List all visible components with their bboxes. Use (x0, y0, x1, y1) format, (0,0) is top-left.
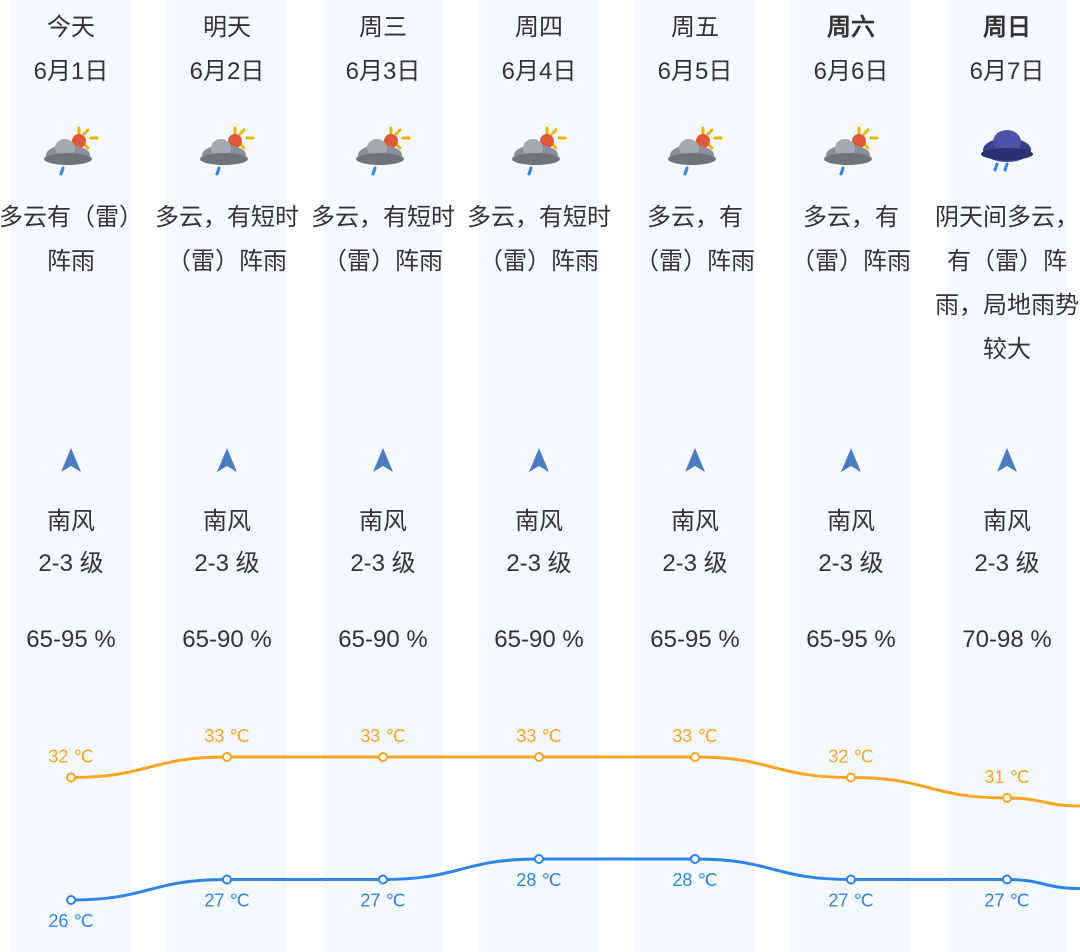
date-label: 6月3日 (345, 58, 421, 85)
low-temp-point (378, 874, 388, 885)
date-label: 6月2日 (189, 58, 265, 85)
wind-direction-arrow-icon (523, 444, 555, 476)
weather-description: 多云，有短时（雷）阵雨 (311, 204, 455, 275)
wind-direction: 南风 (983, 508, 1031, 535)
weather-description: 多云，有（雷）阵雨 (791, 204, 911, 275)
weather-description: 多云，有短时（雷）阵雨 (467, 204, 611, 275)
low-temp-label: 27 ℃ (828, 891, 873, 911)
high-temp-label: 33 ℃ (204, 726, 249, 746)
wind-direction-arrow-icon (679, 444, 711, 476)
day-column: 周四 6月4日多云，有短时（雷）阵雨南风 2-3 级 65-90 % (461, 0, 617, 952)
low-temp-point (690, 854, 700, 864)
temperature-chart: 32 ℃ 33 ℃ 33 ℃ 33 ℃ 33 ℃ 32 ℃ 31 ℃ 26 ℃ 27 ℃ 27 ℃… (48, 726, 1080, 931)
day-column: 今天 6月1日多云有（雷）阵雨南风 2-3 级 65-95 % (0, 0, 149, 952)
overcast-rain-icon (977, 124, 1037, 184)
weekday-label: 周六 (827, 14, 875, 41)
low-temp-label: 27 ℃ (984, 891, 1029, 911)
high-temp-point (690, 752, 700, 762)
wind-level: 2-3 级 (38, 550, 104, 577)
cloudy-sun-rain-icon (665, 124, 725, 184)
high-temp-point (378, 752, 388, 762)
cloudy-sun-rain-icon (41, 124, 101, 184)
cloudy-sun-rain-icon (353, 124, 413, 184)
wind-direction: 南风 (47, 508, 95, 535)
wind-level: 2-3 级 (662, 550, 728, 577)
wind-direction-arrow-icon (211, 444, 243, 476)
day-column: 周三 6月3日多云，有短时（雷）阵雨南风 2-3 级 65-90 % (305, 0, 461, 952)
wind-direction-arrow-icon (367, 444, 399, 476)
humidity-range: 65-95 % (650, 626, 740, 653)
low-temp-point (222, 874, 232, 885)
humidity-range: 65-95 % (26, 626, 116, 653)
wind-level: 2-3 级 (194, 550, 260, 577)
cloudy-sun-rain-icon (197, 124, 257, 184)
high-temp-line (70, 755, 1080, 808)
high-temp-point (222, 752, 232, 762)
high-temp-point (66, 772, 76, 783)
date-label: 6月4日 (501, 58, 577, 85)
weather-description: 多云，有短时（雷）阵雨 (155, 204, 299, 275)
wind-level: 2-3 级 (818, 550, 884, 577)
wind-level: 2-3 级 (974, 550, 1040, 577)
wind-direction: 南风 (515, 508, 563, 535)
low-temp-point (66, 895, 76, 905)
high-temp-point (534, 752, 544, 762)
humidity-range: 70-98 % (962, 626, 1052, 653)
weather-description: 多云，有（雷）阵雨 (635, 204, 755, 275)
cloudy-sun-rain-icon (821, 124, 881, 184)
low-temp-label: 27 ℃ (204, 891, 249, 911)
high-temp-label: 32 ℃ (828, 747, 873, 767)
weekday-label: 周四 (515, 14, 563, 41)
high-temp-label: 32 ℃ (48, 747, 93, 767)
low-temp-point (534, 854, 544, 864)
day-column: 周六 6月6日多云，有（雷）阵雨南风 2-3 级 65-95 % (773, 0, 929, 952)
humidity-range: 65-90 % (338, 626, 428, 653)
date-label: 6月1日 (33, 58, 109, 85)
day-column: 周五 6月5日多云，有（雷）阵雨南风 2-3 级 65-95 % (617, 0, 773, 952)
high-temp-label: 31 ℃ (984, 767, 1029, 787)
high-temp-label: 33 ℃ (360, 726, 405, 746)
weekday-label: 周日 (983, 14, 1031, 41)
day-column: 周日 6月7日阴天间多云，有（雷）阵雨，局地雨势较大南风 2-3 级 70-98 % (929, 0, 1080, 952)
low-temp-label: 26 ℃ (48, 911, 93, 931)
high-temp-label: 33 ℃ (672, 726, 717, 746)
day-column: 明天 6月2日多云，有短时（雷）阵雨南风 2-3 级 65-90 % (149, 0, 305, 952)
date-label: 6月5日 (657, 58, 733, 85)
wind-direction: 南风 (359, 508, 407, 535)
wind-direction: 南风 (827, 508, 875, 535)
wind-direction-arrow-icon (835, 444, 867, 476)
low-temp-line (70, 857, 1080, 902)
weekday-label: 今天 (47, 14, 95, 41)
date-label: 6月6日 (813, 58, 889, 85)
weekday-label: 周三 (359, 14, 407, 41)
wind-direction: 南风 (203, 508, 251, 535)
wind-level: 2-3 级 (506, 550, 572, 577)
high-temp-label: 33 ℃ (516, 726, 561, 746)
wind-direction-arrow-icon (55, 444, 87, 476)
humidity-range: 65-90 % (182, 626, 272, 653)
weather-description: 多云有（雷）阵雨 (0, 204, 143, 275)
low-temp-label: 28 ℃ (672, 870, 717, 890)
low-temp-label: 27 ℃ (360, 891, 405, 911)
weekday-label: 周五 (671, 14, 719, 41)
humidity-range: 65-90 % (494, 626, 584, 653)
humidity-range: 65-95 % (806, 626, 896, 653)
wind-direction-arrow-icon (991, 444, 1023, 476)
low-temp-point (1002, 874, 1012, 885)
high-temp-point (1002, 793, 1012, 803)
wind-direction: 南风 (671, 508, 719, 535)
wind-level: 2-3 级 (350, 550, 416, 577)
high-temp-point (846, 772, 856, 783)
weather-description: 阴天间多云，有（雷）阵雨，局地雨势较大 (935, 204, 1079, 363)
low-temp-point (846, 874, 856, 885)
cloudy-sun-rain-icon (509, 124, 569, 184)
date-label: 6月7日 (969, 58, 1045, 85)
low-temp-label: 28 ℃ (516, 870, 561, 890)
weekday-label: 明天 (203, 14, 251, 41)
